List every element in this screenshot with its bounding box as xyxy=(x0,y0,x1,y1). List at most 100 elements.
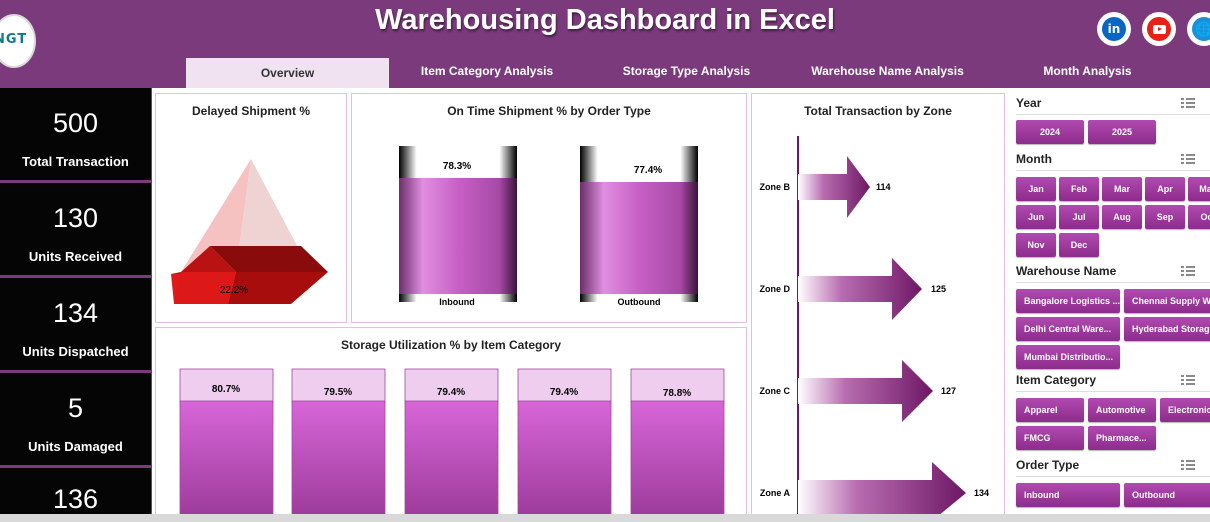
slicer-item-nov[interactable]: Nov xyxy=(1016,233,1056,257)
multi-select-icon[interactable] xyxy=(1180,97,1196,109)
slicer-item-apparel[interactable]: Apparel xyxy=(1016,398,1084,422)
bar-cap-5 xyxy=(630,368,725,404)
zone-label-c: Zone C xyxy=(760,386,791,396)
zone-arrow-chart: Zone B 114 Zone D 125 Zone C 127 Zone A … xyxy=(760,136,989,521)
pyramid-top-left xyxy=(181,159,251,272)
multi-select-icon[interactable] xyxy=(1180,153,1196,165)
kpi-value: 130 xyxy=(52,203,99,233)
slicer-item-sep[interactable]: Sep xyxy=(1145,205,1185,229)
bar-2 xyxy=(291,400,386,521)
kpi-label: Units Damaged xyxy=(28,439,123,454)
arrow-zone-a xyxy=(798,462,966,521)
slicer-item-mumbai[interactable]: Mumbai Distributio... xyxy=(1016,345,1120,369)
multi-select-icon[interactable] xyxy=(1180,459,1196,471)
bar-label-4: 79.4% xyxy=(550,387,578,398)
bar-label-inbound: 78.3% xyxy=(443,161,471,172)
kpi-fifth: 136 xyxy=(0,468,151,522)
bar-label-3: 79.4% xyxy=(437,387,465,398)
kpi-units-dispatched: 134 Units Dispatched xyxy=(0,278,151,370)
bar-outbound-top xyxy=(580,146,698,182)
zone-label-b: Zone B xyxy=(760,182,791,192)
zone-label-d: Zone D xyxy=(760,284,791,294)
kpi-column: 500 Total Transaction 130 Units Received… xyxy=(0,88,152,522)
kpi-units-damaged: 5 Units Damaged xyxy=(0,373,151,465)
slicer-item-2024[interactable]: 2024 xyxy=(1016,120,1084,144)
bar-label-2: 79.5% xyxy=(324,387,352,398)
linkedin-button[interactable]: in xyxy=(1097,12,1131,46)
kpi-label: Total Transaction xyxy=(22,154,129,169)
youtube-button[interactable] xyxy=(1142,12,1176,46)
slicer-item-pharmaceuticals[interactable]: Pharmace... xyxy=(1088,426,1156,450)
pyramid-base-right xyxy=(228,272,328,304)
slicer-item-2025[interactable]: 2025 xyxy=(1088,120,1156,144)
cylinder-chart: 78.3% Inbound 77.4% Outbound xyxy=(399,146,698,307)
pyramid-top-right xyxy=(236,159,311,272)
kpi-value: 500 xyxy=(52,108,99,138)
slicer-item-outbound[interactable]: Outbound xyxy=(1124,483,1210,507)
chart-title: On Time Shipment % by Order Type xyxy=(447,104,651,118)
bar-3 xyxy=(404,400,499,521)
panel-storage-utilization: Storage Utilization % by Item Category 8… xyxy=(155,327,747,522)
slicer-item-jan[interactable]: Jan xyxy=(1016,177,1056,201)
slicer-title-order-type: Order Type xyxy=(1016,458,1080,472)
category-label-inbound: Inbound xyxy=(439,297,475,307)
kpi-value: 5 xyxy=(67,393,84,423)
company-logo: NGT xyxy=(0,14,36,68)
multi-select-icon[interactable] xyxy=(1180,374,1196,386)
slicer-item-chennai[interactable]: Chennai Supply Wa... xyxy=(1124,289,1210,313)
slicer-item-fmcg[interactable]: FMCG xyxy=(1016,426,1084,450)
slicer-item-aug[interactable]: Aug xyxy=(1102,205,1142,229)
bar-label-5: 78.8% xyxy=(663,388,691,399)
slicer-item-bangalore[interactable]: Bangalore Logistics ... xyxy=(1016,289,1120,313)
slicer-item-inbound[interactable]: Inbound xyxy=(1016,483,1120,507)
slicer-item-apr[interactable]: Apr xyxy=(1145,177,1185,201)
slicer-item-oct[interactable]: Oct xyxy=(1188,205,1210,229)
slicer-item-may[interactable]: May xyxy=(1188,177,1210,201)
slicer-item-feb[interactable]: Feb xyxy=(1059,177,1099,201)
tab-storage-type-analysis[interactable]: Storage Type Analysis xyxy=(622,64,751,78)
dashboard-title: Warehousing Dashboard in Excel xyxy=(375,4,835,36)
arrow-zone-d xyxy=(798,258,922,320)
tab-item-category-analysis[interactable]: Item Category Analysis xyxy=(420,64,554,78)
slicer-item-mar[interactable]: Mar xyxy=(1102,177,1142,201)
pyramid-front-face xyxy=(174,272,236,304)
pyramid-chart: 22.2% xyxy=(171,159,328,304)
pyramid-mid-left xyxy=(181,246,236,272)
zone-label-a: Zone A xyxy=(760,488,791,498)
dashboard-canvas: Delayed Shipment % 22.2% On Time Shipmen… xyxy=(152,88,1010,522)
bar-5 xyxy=(630,400,725,521)
panel-transaction-by-zone: Total Transaction by Zone Zone B 114 Zon… xyxy=(751,93,1005,522)
bar-cap-4 xyxy=(517,368,612,404)
logo-text: NGT xyxy=(0,32,28,47)
website-button[interactable]: 🌐 xyxy=(1187,12,1210,46)
sheet-tab-bar xyxy=(0,514,1210,522)
tab-month-analysis[interactable]: Month Analysis xyxy=(1043,64,1132,78)
chart-title: Storage Utilization % by Item Category xyxy=(340,338,562,352)
bar-label-outbound: 77.4% xyxy=(634,165,662,176)
bar-4 xyxy=(517,400,612,521)
slicer-title-month: Month xyxy=(1016,152,1052,166)
header: NGT Warehousing Dashboard in Excel in 🌐 … xyxy=(0,0,1210,88)
slicer-item-automotive[interactable]: Automotive xyxy=(1088,398,1156,422)
bar-inbound-top xyxy=(399,146,517,178)
slicer-item-electronics[interactable]: Electronics xyxy=(1160,398,1210,422)
divider xyxy=(1016,114,1210,115)
kpi-value: 136 xyxy=(52,484,99,514)
slicer-item-dec[interactable]: Dec xyxy=(1059,233,1099,257)
tab-warehouse-name-analysis[interactable]: Warehouse Name Analysis xyxy=(811,64,964,78)
divider xyxy=(1016,282,1210,283)
slicer-item-hyderabad[interactable]: Hyderabad Storage ... xyxy=(1124,317,1210,341)
slicer-item-jul[interactable]: Jul xyxy=(1059,205,1099,229)
kpi-label: Units Dispatched xyxy=(22,344,129,359)
bar-inbound-base xyxy=(399,294,517,302)
kpi-value: 134 xyxy=(52,298,99,328)
slicer-item-delhi[interactable]: Delhi Central Ware... xyxy=(1016,317,1120,341)
tab-overview[interactable]: Overview xyxy=(186,58,389,88)
value-zone-a: 134 xyxy=(974,488,989,498)
multi-select-icon[interactable] xyxy=(1180,265,1196,277)
category-label-outbound: Outbound xyxy=(618,297,661,307)
bar-cap-1 xyxy=(179,368,274,404)
kpi-total-transaction: 500 Total Transaction xyxy=(0,88,151,180)
chart-title: Total Transaction by Zone xyxy=(804,104,952,118)
slicer-item-jun[interactable]: Jun xyxy=(1016,205,1056,229)
